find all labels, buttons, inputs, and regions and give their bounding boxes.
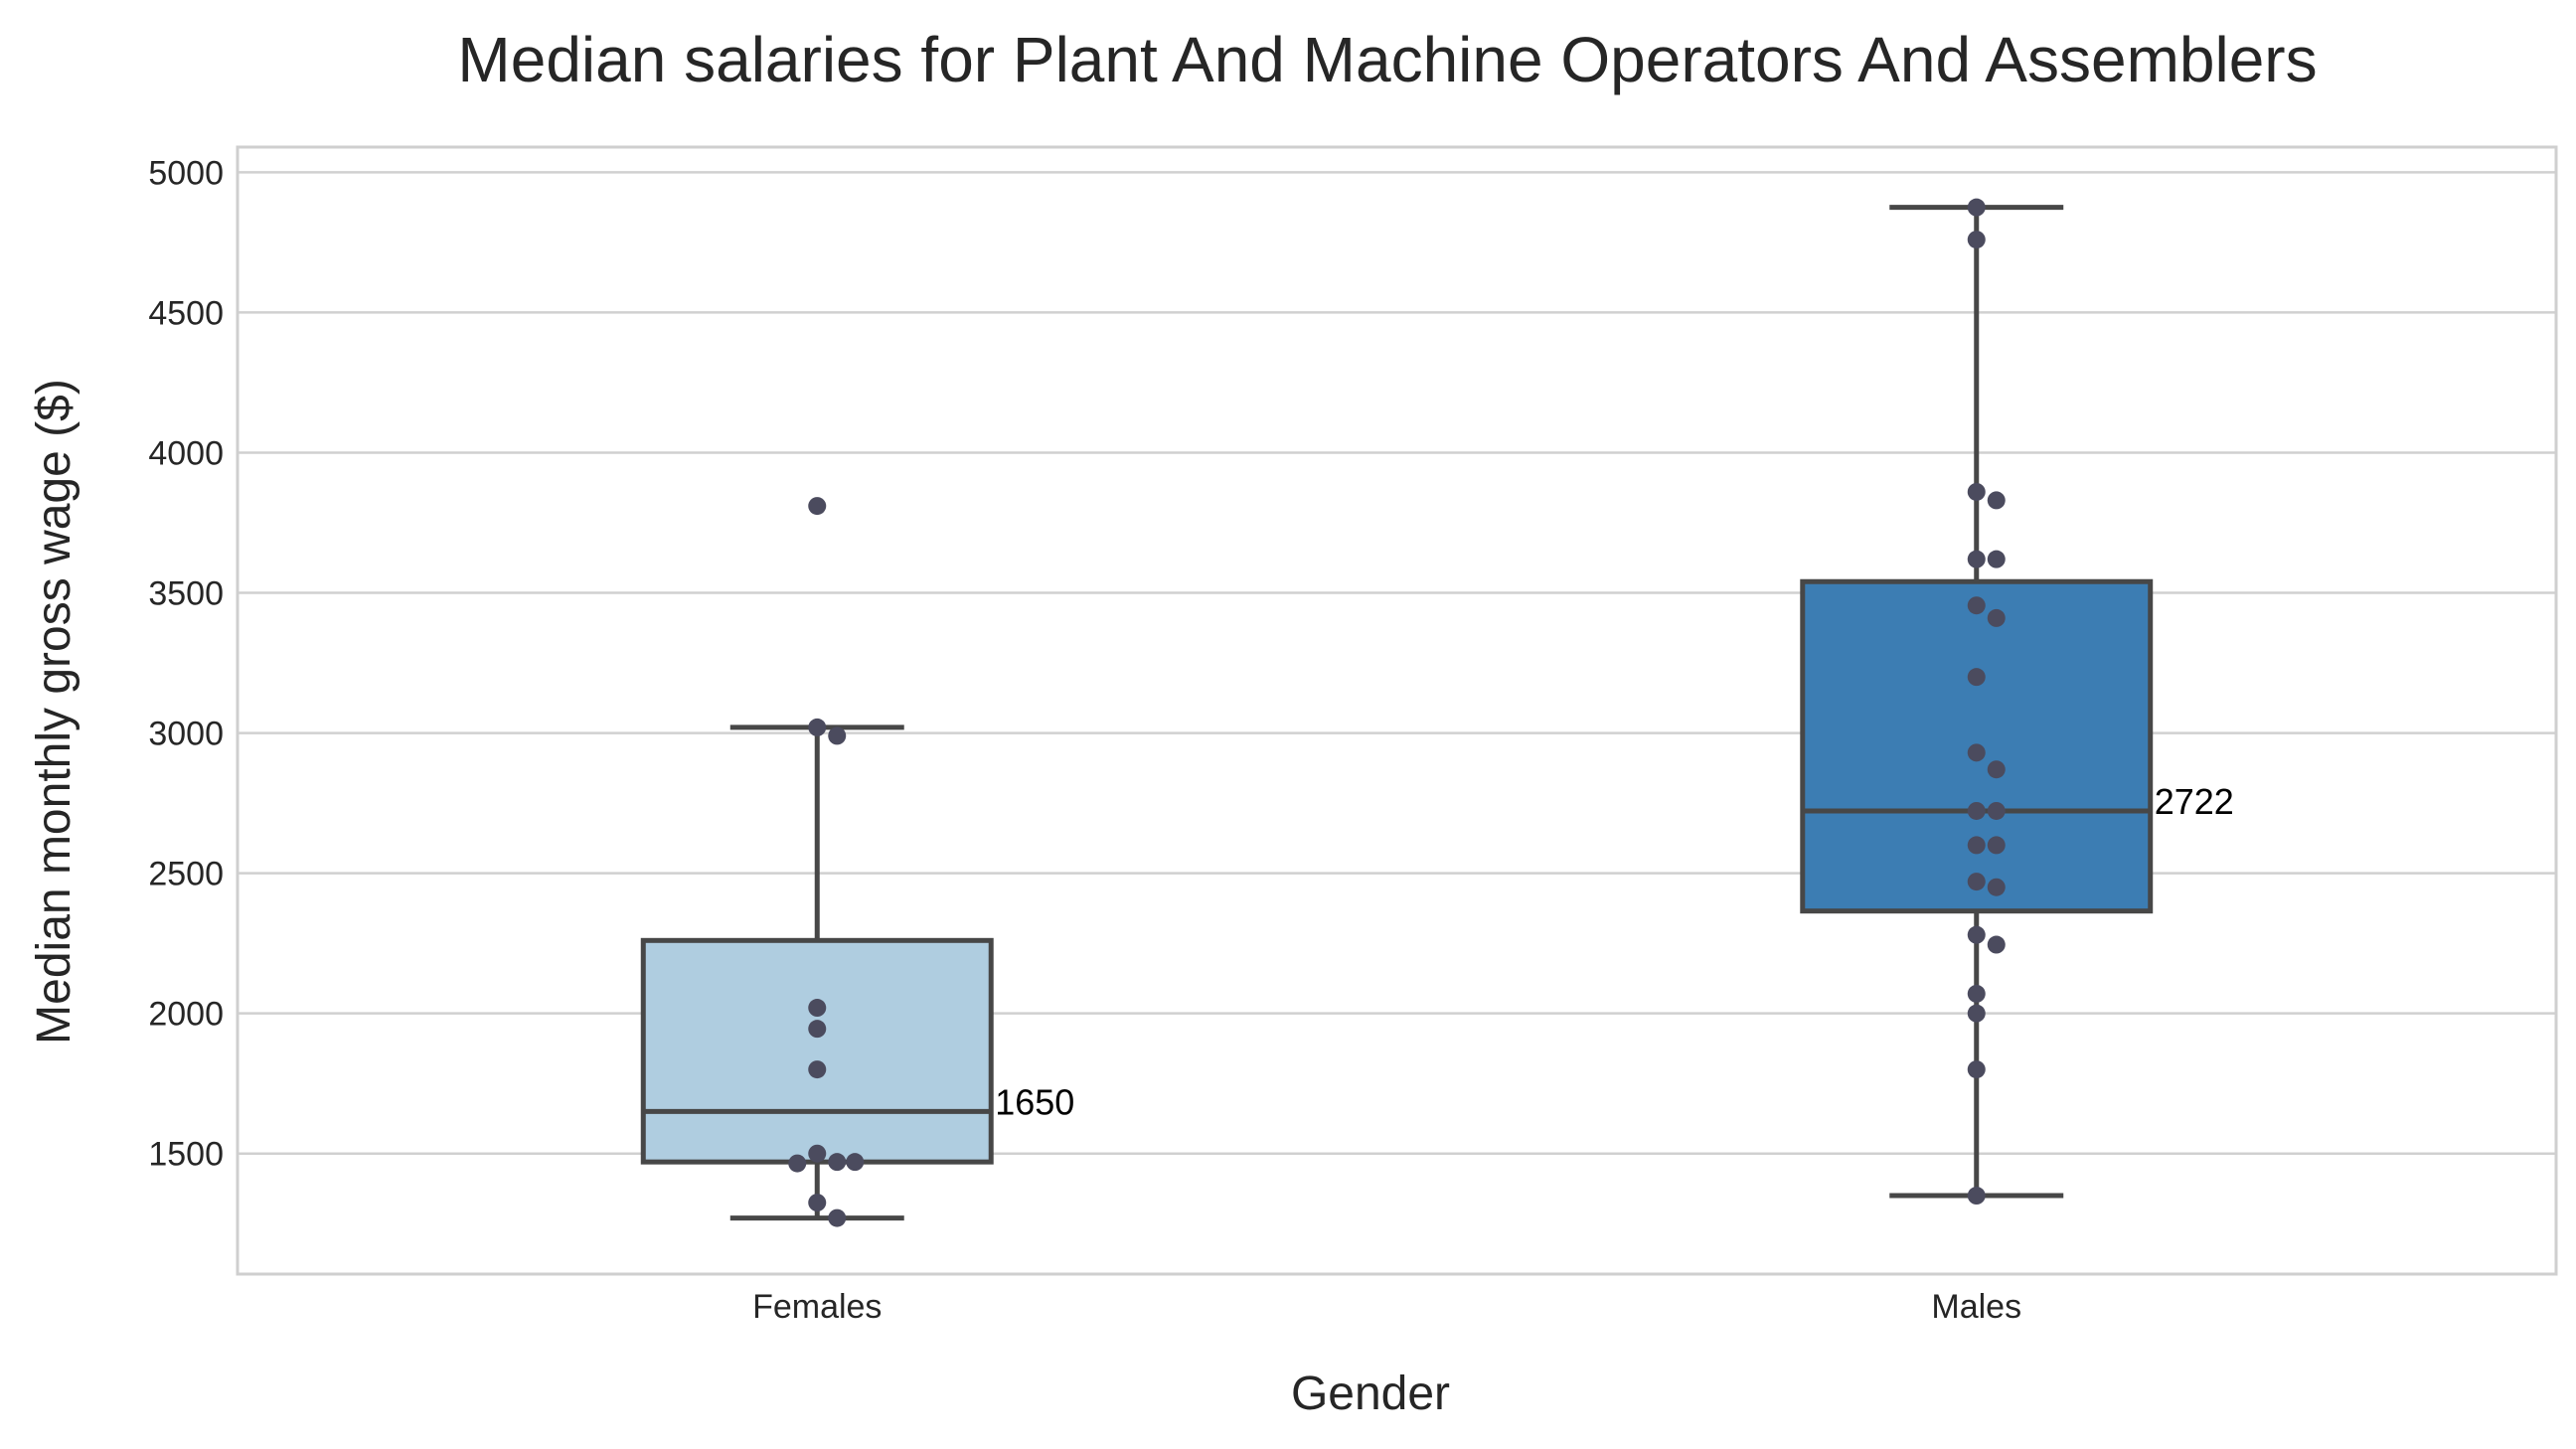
data-point [1967,743,1986,762]
data-point [808,1194,827,1212]
data-point [1987,491,2006,510]
y-tick-label: 2500 [148,856,224,893]
data-point [1967,801,1986,820]
data-point [828,726,847,745]
data-point [1967,668,1986,687]
y-axis-ticks: 1500 2000 2500 3000 3500 4000 4500 5000 [148,154,224,1173]
median-label: 1650 [995,1081,1074,1122]
data-point [808,497,827,516]
plot-frame [236,145,2558,1276]
data-point [1967,1187,1986,1206]
data-point [808,999,827,1018]
data-point [1987,608,2006,627]
data-point [828,1208,847,1227]
y-tick-label: 5000 [148,154,224,192]
data-point [1967,550,1986,568]
y-axis-label: Median monthly gross wage ($) [28,379,80,1045]
data-point [1967,1004,1986,1023]
x-axis-ticks: Females Males [752,1288,2021,1326]
data-point [1967,836,1986,855]
box-females [640,937,994,1165]
y-tick-label: 3500 [148,575,224,613]
data-point [1967,984,1986,1003]
data-point [846,1153,865,1172]
y-tick-label: 3000 [148,716,224,753]
data-point [1967,925,1986,944]
boxes [640,205,2154,1221]
data-point [1987,550,2006,568]
data-point [1967,231,1986,249]
data-point [808,1020,827,1039]
x-axis-label: Gender [1291,1368,1450,1420]
y-tick-label: 4500 [148,294,224,332]
data-point [1967,482,1986,501]
data-point [1987,801,2006,820]
data-point [1987,878,2006,896]
y-tick-label: 4000 [148,434,224,472]
x-tick-label: Males [1931,1288,2021,1326]
data-point [1967,596,1986,615]
data-point [828,1153,847,1172]
data-point [1967,1060,1986,1079]
gridlines [238,171,2556,1155]
x-tick-label: Females [752,1288,882,1326]
data-point [1967,198,1986,217]
data-point [808,1060,827,1079]
median-labels: 1650 2722 [995,781,2234,1122]
data-point [808,1144,827,1163]
data-point [808,718,827,736]
y-tick-label: 2000 [148,996,224,1034]
data-point [1967,873,1986,891]
data-point [1987,836,2006,855]
data-point [1987,760,2006,779]
data-point [788,1154,807,1173]
y-tick-label: 1500 [148,1136,224,1174]
median-label: 2722 [2155,781,2234,822]
data-point [1987,935,2006,954]
chart-title: Median salaries for Plant And Machine Op… [457,24,2317,95]
swarm-points [788,198,2006,1227]
